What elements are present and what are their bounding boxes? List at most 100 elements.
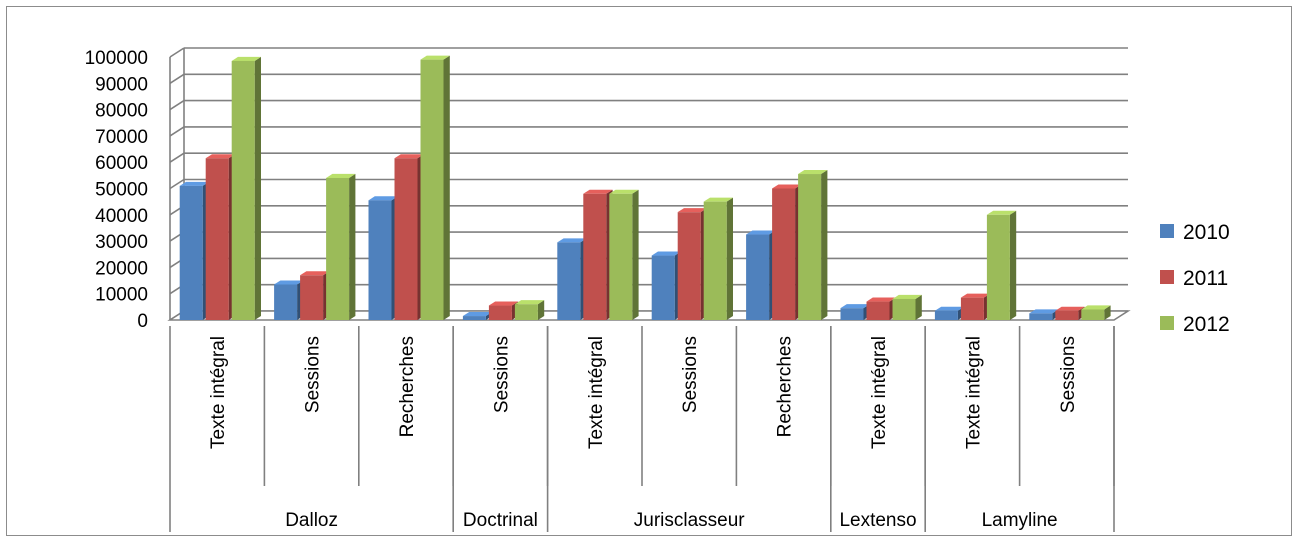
legend-swatch-2011 <box>1160 270 1174 284</box>
bar-top-2010 <box>274 280 304 285</box>
x-tick-label: Sessions <box>1058 336 1079 413</box>
bar-top-2011 <box>772 184 802 189</box>
bar-top-2010 <box>179 181 209 186</box>
y-tick-label: 60000 <box>95 153 148 174</box>
bar-2011[interactable] <box>772 188 796 321</box>
bar-2012[interactable] <box>420 59 444 320</box>
bar-2012[interactable] <box>231 60 255 320</box>
bar-2010[interactable] <box>557 242 581 320</box>
y-tick-label: 100000 <box>85 48 148 69</box>
x-tick-label: Sessions <box>303 336 324 413</box>
bar-top-2010 <box>368 196 398 201</box>
group-label: Lamyline <box>982 510 1058 531</box>
bar-2011[interactable] <box>300 275 324 320</box>
gridline-side <box>169 178 185 190</box>
bar-top-2011 <box>488 301 519 306</box>
bar-top-2011 <box>677 208 707 213</box>
x-tick-label: Sessions <box>680 336 701 413</box>
bar-top-2012 <box>231 56 261 61</box>
bar-top-2012 <box>703 197 733 202</box>
bar-2011[interactable] <box>677 212 701 320</box>
gridline-side <box>169 126 185 137</box>
y-tick-label: 30000 <box>95 232 148 253</box>
bar-2010[interactable] <box>1029 313 1053 320</box>
bar-side-2012 <box>443 55 450 320</box>
group-label: Doctrinal <box>463 510 538 531</box>
bar-top-2011 <box>960 293 991 298</box>
bar-2012[interactable] <box>1081 309 1105 320</box>
bar-top-2012 <box>514 300 545 305</box>
bar-2011[interactable] <box>205 158 229 320</box>
y-tick-label: 10000 <box>95 285 148 306</box>
x-tick-label: Recherches <box>775 336 796 437</box>
group-label: Jurisclasseur <box>634 510 746 531</box>
bar-2012[interactable] <box>326 177 350 320</box>
bar-side-2012 <box>349 173 356 320</box>
bar-top-2010 <box>934 306 965 311</box>
x-tick-label: Texte intégral <box>869 336 890 449</box>
bar-top-2012 <box>1081 305 1111 310</box>
legend-label-2012: 2012 <box>1183 313 1230 336</box>
bar-2012[interactable] <box>892 298 916 320</box>
bar-2011[interactable] <box>960 297 984 320</box>
bar-2012[interactable] <box>798 174 822 320</box>
bar-2010[interactable] <box>651 255 675 320</box>
y-tick-label: 20000 <box>95 258 148 279</box>
bar-side-2012 <box>254 56 261 321</box>
bar-top-2010 <box>746 230 776 235</box>
x-tick-label: Sessions <box>491 336 512 413</box>
y-tick-label: 80000 <box>95 101 148 122</box>
x-tick-label: Recherches <box>397 336 418 437</box>
group-label: Lextenso <box>839 510 916 531</box>
bar-top-2012 <box>609 189 639 194</box>
bar-2010[interactable] <box>840 308 864 320</box>
bar-side-2012 <box>632 189 639 320</box>
bar-2012[interactable] <box>609 193 633 320</box>
bar-top-2010 <box>840 304 870 309</box>
bar-side-2012 <box>821 169 828 320</box>
bar-top-2011 <box>1055 306 1085 311</box>
bar-2010[interactable] <box>274 284 298 320</box>
gridline-side <box>169 47 185 58</box>
bar-top-2011 <box>583 189 613 194</box>
gridline-side <box>169 152 185 163</box>
bar-top-2010 <box>557 238 587 243</box>
bar-top-2011 <box>205 154 235 159</box>
bar-2011[interactable] <box>488 305 512 320</box>
bar-2012[interactable] <box>703 201 727 320</box>
bar-top-2012 <box>892 294 922 299</box>
x-tick-label: Texte intégral <box>586 336 607 449</box>
gridline-side <box>169 73 185 84</box>
bar-2011[interactable] <box>1055 310 1079 320</box>
bar-top-2012 <box>986 210 1017 215</box>
bar-2010[interactable] <box>462 316 486 320</box>
bar-top-2011 <box>394 154 424 159</box>
bar-2010[interactable] <box>934 310 958 320</box>
bar-2011[interactable] <box>394 158 418 320</box>
bar-2010[interactable] <box>368 200 392 320</box>
bar-2012[interactable] <box>986 214 1010 320</box>
bar-top-2012 <box>326 173 356 178</box>
y-tick-label: 70000 <box>95 127 148 148</box>
gridline-side <box>169 99 185 111</box>
bar-top-2010 <box>1029 309 1059 314</box>
legend-swatch-2010 <box>1160 224 1174 238</box>
legend-label-2011: 2011 <box>1183 267 1228 290</box>
bar-2010[interactable] <box>746 234 770 320</box>
bar-side-2012 <box>1104 305 1111 320</box>
group-label: Dalloz <box>285 510 338 531</box>
legend-swatch-2012 <box>1160 316 1174 330</box>
bar-top-2011 <box>866 297 896 302</box>
bar-side-2012 <box>537 300 545 320</box>
y-tick-label: 40000 <box>95 206 148 227</box>
x-tick-label: Texte intégral <box>208 336 229 449</box>
bar-2011[interactable] <box>866 301 890 320</box>
y-tick-label: 0 <box>137 311 148 332</box>
bar-2010[interactable] <box>179 185 203 320</box>
y-tick-label: 50000 <box>95 180 148 201</box>
bar-2012[interactable] <box>514 304 538 320</box>
bar-2011[interactable] <box>583 193 607 320</box>
bar-top-2011 <box>300 271 330 276</box>
bar-side-2012 <box>726 197 733 320</box>
